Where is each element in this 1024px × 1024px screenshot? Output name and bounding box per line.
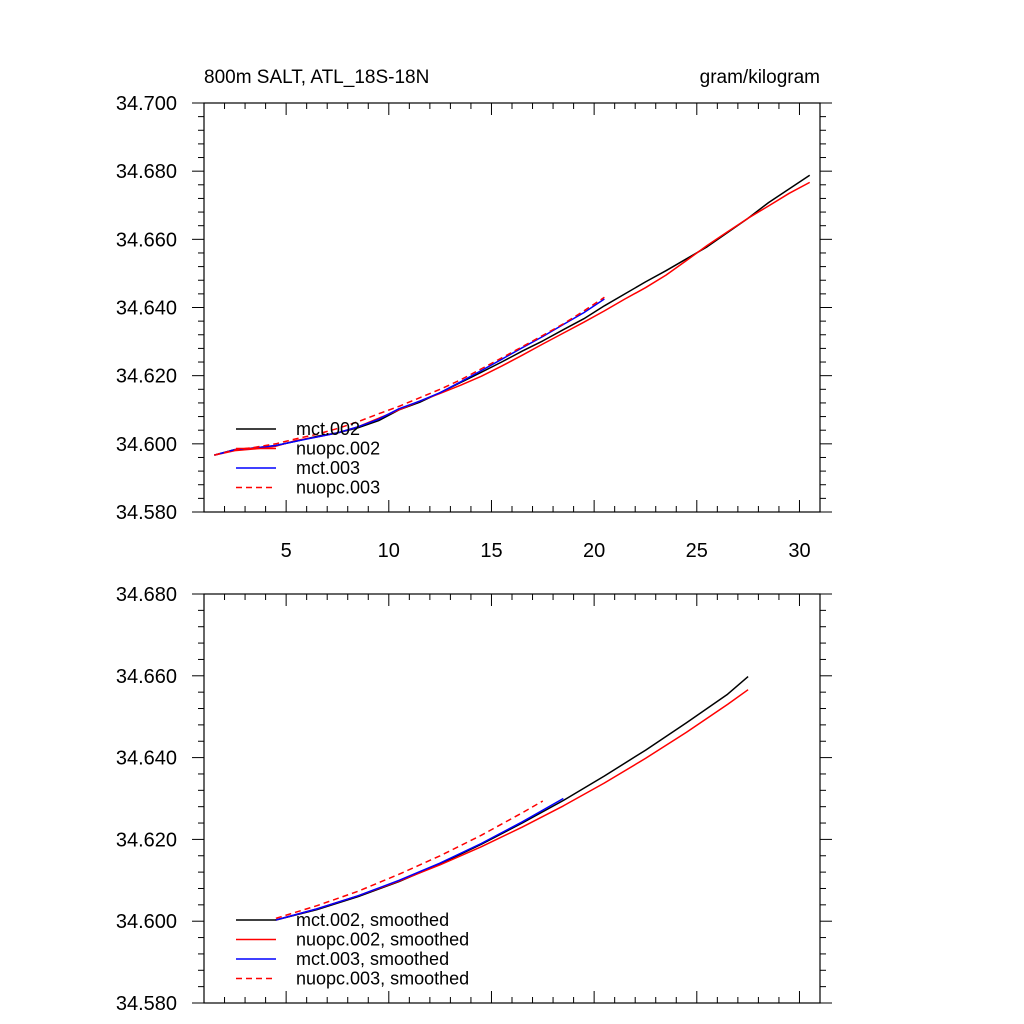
x-tick-label: 15 bbox=[480, 540, 502, 562]
series-line-nuopc-002-smoothed bbox=[275, 689, 749, 921]
bottom-panel: 34.580 34.600 34.620 34.640 34.660 34.680 mct.… bbox=[116, 584, 832, 1015]
series-line-mct-003 bbox=[214, 298, 605, 456]
panel-title: 800m SALT, ATL_18S-18N bbox=[204, 67, 429, 88]
y-tick-label: 34.680 bbox=[116, 584, 177, 606]
y-tick-label: 34.680 bbox=[116, 161, 177, 183]
legend-label: mct.003 bbox=[296, 458, 360, 478]
legend-label: nuopc.002 bbox=[296, 439, 380, 459]
y-tick-label: 34.700 bbox=[116, 93, 177, 115]
y-tick-label: 34.600 bbox=[116, 911, 177, 933]
y-tick-label: 34.620 bbox=[116, 829, 177, 851]
series-line-mct-003-smoothed bbox=[275, 797, 564, 921]
legend-label: mct.002 bbox=[296, 419, 360, 439]
legend-label: nuopc.003 bbox=[296, 478, 380, 498]
legend-label: mct.003, smoothed bbox=[296, 949, 449, 969]
y-tick-label: 34.580 bbox=[116, 993, 177, 1015]
series-line-nuopc-002 bbox=[214, 181, 811, 456]
top-panel: 800m SALT, ATL_18S-18N gram/kilogram 5 10… bbox=[116, 67, 832, 562]
y-tick-label: 34.620 bbox=[116, 366, 177, 388]
x-tick-label: 10 bbox=[378, 540, 400, 562]
legend-label: nuopc.003, smoothed bbox=[296, 969, 469, 989]
y-tick-label: 34.640 bbox=[116, 298, 177, 320]
series-line-nuopc-003 bbox=[214, 296, 605, 456]
y-tick-label: 34.600 bbox=[116, 434, 177, 456]
legend-label: nuopc.002, smoothed bbox=[296, 930, 469, 950]
y-tick-label: 34.660 bbox=[116, 229, 177, 251]
series-line-mct-002-smoothed bbox=[275, 676, 749, 921]
series-line-mct-002 bbox=[214, 174, 811, 456]
x-tick-label: 30 bbox=[788, 540, 810, 562]
x-tick-label: 20 bbox=[583, 540, 605, 562]
y-tick-label: 34.580 bbox=[116, 502, 177, 524]
x-tick-label: 5 bbox=[281, 540, 292, 562]
y-tick-label: 34.660 bbox=[116, 666, 177, 688]
y-tick-label: 34.640 bbox=[116, 748, 177, 770]
units-label: gram/kilogram bbox=[700, 67, 820, 88]
legend-label: mct.002, smoothed bbox=[296, 910, 449, 930]
x-tick-label: 25 bbox=[686, 540, 708, 562]
series-line-nuopc-003-smoothed bbox=[275, 800, 544, 920]
